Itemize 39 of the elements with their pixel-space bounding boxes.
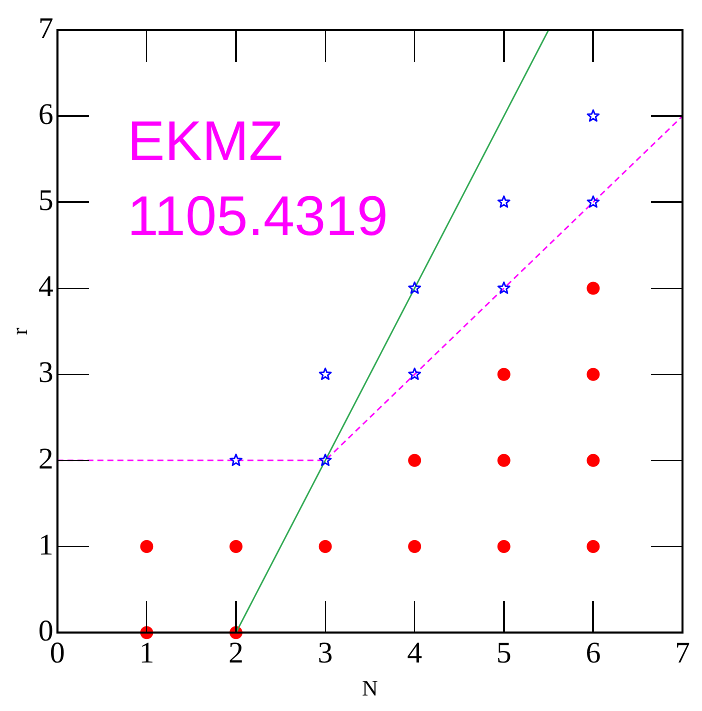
point (586, 454, 600, 467)
point (497, 368, 510, 381)
point (586, 368, 600, 381)
y-tick-label: 6 (38, 98, 54, 131)
point (586, 282, 600, 295)
point (586, 109, 600, 122)
x-tick-label: 3 (318, 636, 333, 670)
x-axis-title: N (362, 676, 378, 701)
y-tick-label: 5 (38, 184, 54, 218)
point (408, 282, 422, 294)
x-tick-label: 7 (675, 636, 690, 670)
point (230, 540, 242, 554)
point (586, 540, 600, 554)
point (408, 540, 422, 554)
x-tick-label: 2 (228, 636, 244, 670)
point (318, 454, 332, 466)
point (497, 540, 510, 554)
annotation: EKMZ (127, 109, 283, 172)
y-tick-label: 2 (38, 442, 54, 476)
point (586, 195, 600, 208)
x-tick-label: 6 (586, 636, 601, 670)
y-tick-label: 4 (38, 270, 54, 304)
point (497, 282, 510, 294)
point (318, 540, 332, 554)
x-tick-label: 1 (139, 636, 154, 670)
point (497, 454, 510, 467)
point (318, 368, 332, 380)
y-tick-label: 1 (38, 528, 54, 562)
y-axis-title: r (6, 326, 32, 335)
y-tick-label: 3 (38, 356, 54, 390)
point (497, 195, 510, 208)
point (140, 540, 154, 554)
annotation: 1105.4319 (127, 184, 388, 247)
point (408, 454, 422, 467)
point (408, 368, 422, 380)
point (230, 454, 242, 466)
x-tick-label: 4 (407, 636, 422, 670)
x-tick-label: 5 (496, 636, 512, 670)
y-tick-label: 7 (38, 12, 54, 45)
